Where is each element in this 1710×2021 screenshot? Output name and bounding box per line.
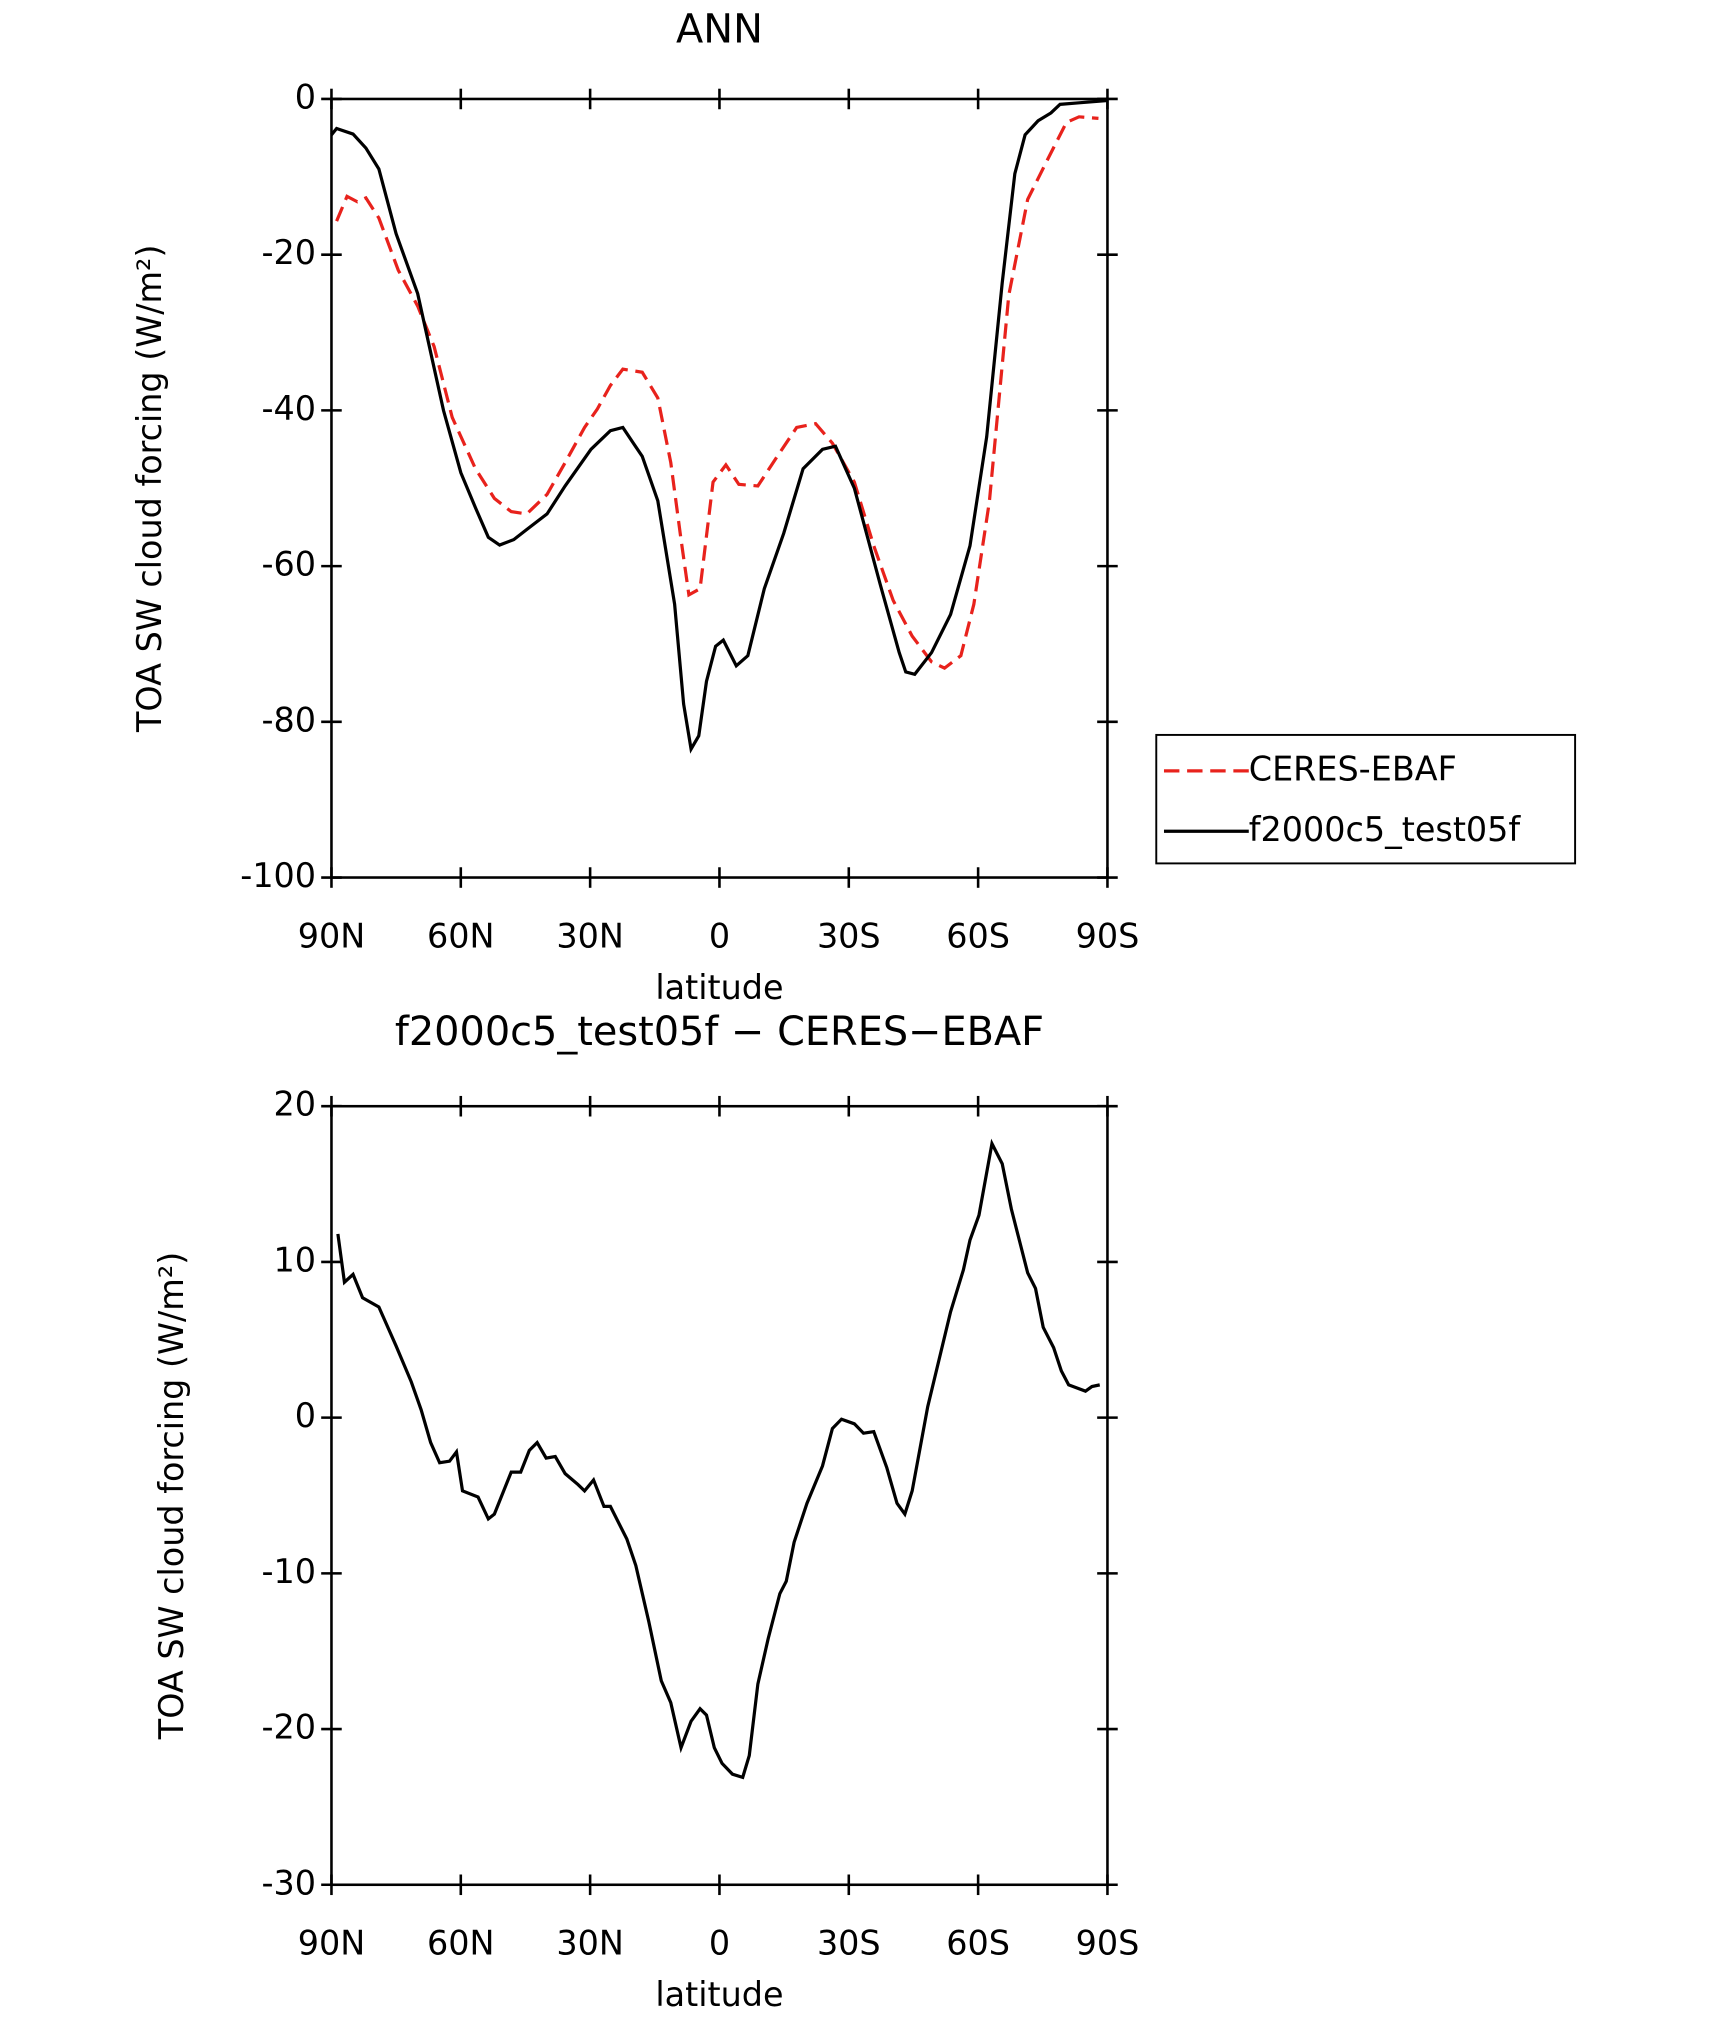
x-tick-label: 30S: [817, 1924, 881, 1963]
chart-title: f2000c5_test05f − CERES−EBAF: [395, 1009, 1044, 1055]
y-tick-label: -40: [262, 389, 317, 428]
y-tick-label: -60: [262, 545, 317, 584]
y-axis-label: TOA SW cloud forcing (W/m²): [130, 245, 169, 733]
x-tick-label: 60N: [427, 916, 494, 955]
y-tick-label: 0: [295, 1396, 316, 1435]
y-tick-label: 10: [274, 1240, 317, 1279]
x-axis-label: latitude: [655, 1975, 783, 2014]
y-axis-label: TOA SW cloud forcing (W/m²): [152, 1252, 191, 1740]
chart-title: ANN: [676, 7, 763, 53]
data-line: [336, 1138, 1101, 1780]
x-tick-label: 30N: [556, 916, 623, 955]
x-tick-label: 90N: [298, 916, 365, 955]
x-tick-label: 90S: [1076, 916, 1140, 955]
x-tick-label: 60S: [946, 1924, 1010, 1963]
data-line: [335, 115, 1099, 670]
y-tick-label: -20: [262, 1708, 317, 1747]
legend-label: f2000c5_test05f: [1249, 810, 1522, 849]
x-tick-label: 30N: [556, 1924, 623, 1963]
y-tick-label: -20: [262, 233, 317, 272]
x-tick-label: 90N: [298, 1924, 365, 1963]
y-tick-label: -100: [240, 856, 316, 895]
x-tick-label: 0: [709, 1924, 730, 1963]
x-tick-label: 0: [709, 916, 730, 955]
y-tick-label: -80: [262, 700, 317, 739]
plot-frame: [330, 97, 1109, 879]
plot-frame: [330, 1104, 1109, 1887]
x-tick-label: 30S: [817, 916, 881, 955]
y-tick-label: 0: [295, 77, 316, 116]
y-tick-label: -30: [262, 1863, 317, 1902]
data-line: [330, 98, 1108, 754]
y-tick-label: -10: [262, 1552, 317, 1591]
y-tick-label: 20: [274, 1085, 317, 1124]
x-tick-label: 60S: [946, 916, 1010, 955]
x-axis-label: latitude: [655, 968, 783, 1007]
legend-label: CERES-EBAF: [1249, 749, 1457, 788]
x-tick-label: 90S: [1076, 1924, 1140, 1963]
x-tick-label: 60N: [427, 1924, 494, 1963]
legend-box: [1155, 733, 1577, 865]
